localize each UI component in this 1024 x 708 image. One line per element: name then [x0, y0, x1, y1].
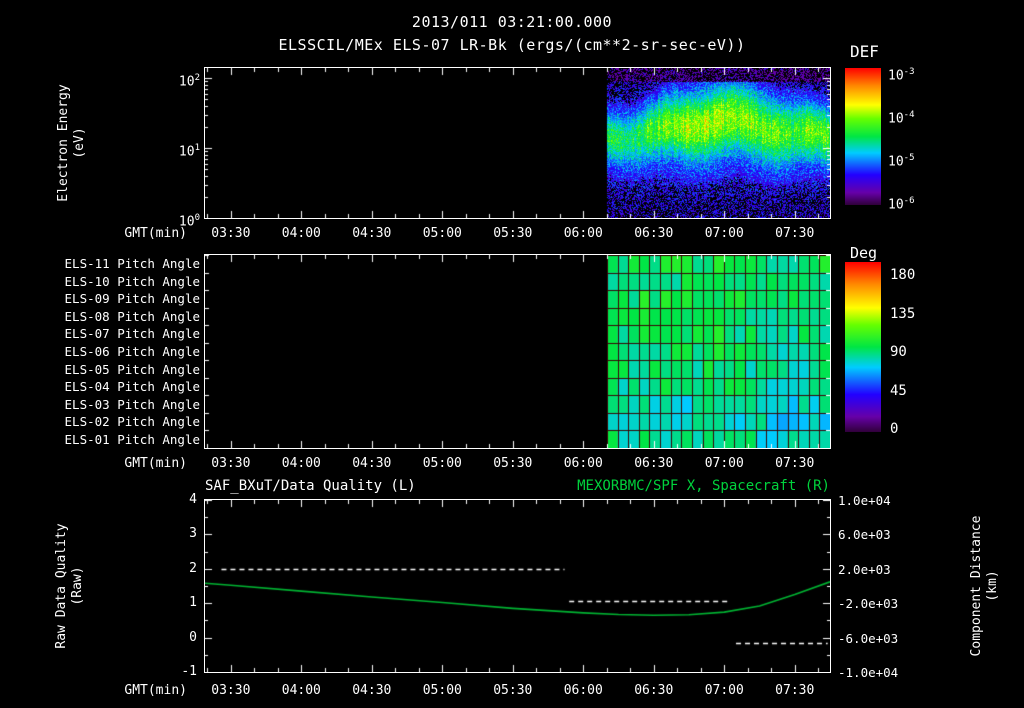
pitch-row-label: ELS-06 Pitch Angle — [64, 344, 200, 359]
x-tick-label: 06:30 — [634, 683, 674, 698]
x-tick-label: 05:30 — [493, 456, 533, 471]
x-tick-label: 07:30 — [775, 683, 815, 698]
deg-colorbar-gradient — [845, 262, 881, 432]
quality-y-tick-label: -1 — [181, 664, 197, 679]
x-tick-label: 04:00 — [281, 683, 321, 698]
timeseries-right-axis-label-line1: Component Distance — [969, 515, 984, 657]
x-tick-label: 06:30 — [634, 456, 674, 471]
pitch-row-label: ELS-09 Pitch Angle — [64, 291, 200, 307]
x-tick-label: 04:00 — [281, 226, 321, 241]
distance-y-tick-label: -6.0e+03 — [838, 630, 899, 646]
x-tick-label: 06:00 — [563, 226, 603, 241]
quality-y-tick-label: 3 — [189, 526, 197, 542]
x-tick-label: 05:00 — [422, 683, 462, 698]
x-tick-label: 04:30 — [352, 226, 392, 241]
gmt-axis-label: GMT(min) — [124, 226, 187, 241]
x-tick-label: 05:00 — [422, 226, 462, 241]
x-tick-label: 07:00 — [704, 456, 744, 471]
x-tick-label: 05:00 — [422, 456, 462, 471]
pitch-row-label: ELS-11 Pitch Angle — [64, 256, 200, 272]
timeseries-left-axis-label-line2: (Raw) — [70, 566, 85, 606]
x-tick-label: 03:30 — [211, 456, 251, 471]
timeseries-canvas — [205, 500, 830, 672]
x-tick-label: 06:00 — [563, 683, 603, 698]
x-tick-label: 07:00 — [704, 226, 744, 241]
def-colorbar-title: DEF — [850, 42, 879, 61]
spectrogram-y-tick-label: 101 — [178, 143, 200, 160]
pitch-row-label: ELS-05 Pitch Angle — [64, 361, 200, 377]
def-colorbar-gradient — [845, 68, 881, 205]
quality-y-tick-label: 2 — [189, 560, 197, 576]
gmt-axis-label: GMT(min) — [124, 456, 187, 471]
spectrogram-y-axis-label-line2: (eV) — [72, 127, 87, 159]
pitch-row-label: ELS-07 Pitch Angle — [64, 326, 200, 342]
x-tick-label: 04:30 — [352, 456, 392, 471]
page-title: 2013/011 03:21:00.000 — [411, 13, 613, 31]
spectrogram-panel — [204, 67, 831, 219]
pitch-angle-panel — [204, 254, 831, 449]
x-tick-label: 04:00 — [281, 456, 321, 471]
spectrogram-y-tick-label: 100 — [178, 213, 200, 230]
timeseries-right-axis-label-line2: (km) — [985, 570, 1000, 602]
spectrogram-canvas — [205, 68, 830, 218]
pitch-row-label: ELS-04 Pitch Angle — [64, 379, 200, 395]
def-colorbar-tick-label: 10-3 — [888, 67, 915, 84]
timeseries-right-axis-label: Component Distance (km) — [969, 516, 1001, 657]
x-tick-label: 05:30 — [493, 226, 533, 241]
deg-colorbar-tick-label: 45 — [890, 382, 907, 399]
spectrogram-y-axis-label: Electron Energy (eV) — [56, 84, 88, 201]
pitch-row-label: ELS-08 Pitch Angle — [64, 308, 200, 324]
page-subtitle: ELSSCIL/MEx ELS-07 LR-Bk (ergs/(cm**2-sr… — [278, 36, 746, 54]
gmt-axis-label: GMT(min) — [124, 683, 187, 698]
timeseries-panel — [204, 499, 831, 673]
quality-y-tick-label: 0 — [189, 629, 197, 645]
def-colorbar-tick-label: 10-4 — [888, 110, 915, 127]
deg-colorbar — [845, 262, 881, 432]
quality-y-tick-label: 4 — [189, 492, 197, 507]
deg-colorbar-tick-label: 135 — [890, 305, 916, 322]
distance-y-tick-label: 6.0e+03 — [838, 527, 891, 543]
distance-y-tick-label: -2.0e+03 — [838, 596, 899, 612]
timeseries-left-axis-label-line1: Raw Data Quality — [54, 523, 69, 649]
timeseries-left-axis-label: Raw Data Quality (Raw) — [54, 523, 86, 648]
distance-y-tick-label: 2.0e+03 — [838, 561, 891, 577]
spectrogram-y-tick-label: 102 — [178, 73, 200, 90]
spectrogram-y-axis-label-line1: Electron Energy — [56, 84, 71, 202]
distance-y-tick-label: -1.0e+04 — [838, 665, 899, 680]
x-tick-label: 07:30 — [775, 456, 815, 471]
pitch-row-label: ELS-03 Pitch Angle — [64, 396, 200, 412]
def-colorbar-tick-label: 10-5 — [888, 153, 915, 170]
deg-colorbar-tick-label: 90 — [890, 344, 907, 360]
x-tick-label: 03:30 — [211, 683, 251, 698]
deg-colorbar-tick-label: 180 — [890, 267, 916, 283]
pitch-angle-canvas — [205, 255, 830, 448]
pitch-row-label: ELS-02 Pitch Angle — [64, 414, 200, 430]
distance-y-tick-label: 1.0e+04 — [838, 493, 891, 508]
x-tick-label: 07:00 — [704, 683, 744, 698]
pitch-row-label: ELS-01 Pitch Angle — [64, 431, 200, 447]
x-tick-label: 06:00 — [563, 456, 603, 471]
x-tick-label: 04:30 — [352, 683, 392, 698]
timeseries-right-title: MEXORBMC/SPF X, Spacecraft (R) — [577, 478, 830, 494]
def-colorbar — [845, 68, 881, 205]
pitch-row-label: ELS-10 Pitch Angle — [64, 273, 200, 289]
x-tick-label: 05:30 — [493, 683, 533, 698]
x-tick-label: 06:30 — [634, 226, 674, 241]
timeseries-left-title: SAF_BXuT/Data Quality (L) — [205, 478, 416, 494]
def-colorbar-tick-label: 10-6 — [888, 196, 915, 213]
deg-colorbar-title: Deg — [850, 244, 878, 262]
quality-y-tick-label: 1 — [189, 595, 197, 611]
deg-colorbar-tick-label: 0 — [890, 421, 899, 437]
x-tick-label: 03:30 — [211, 226, 251, 241]
x-tick-label: 07:30 — [775, 226, 815, 241]
